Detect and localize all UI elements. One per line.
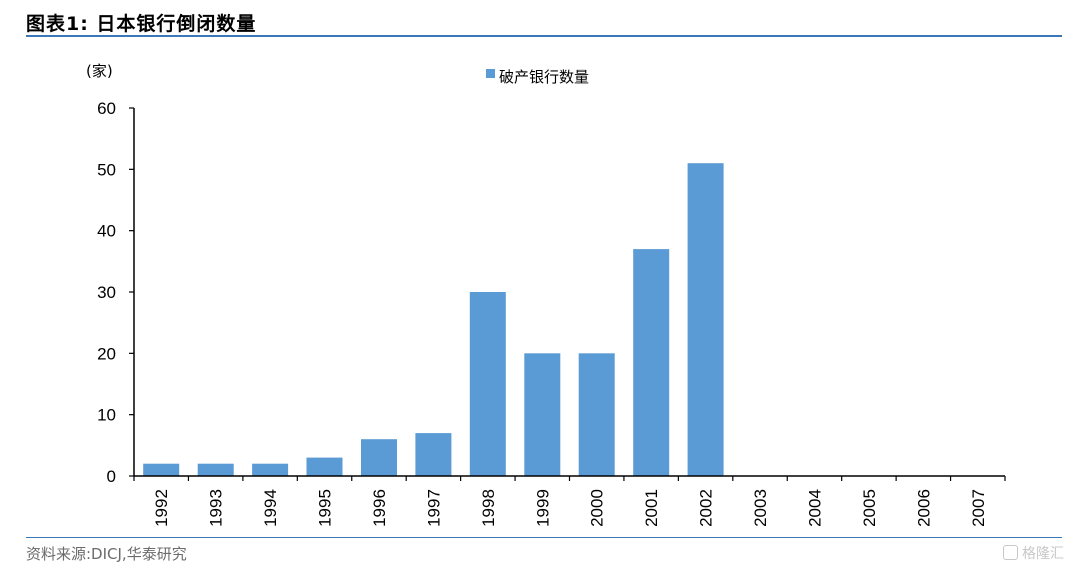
bar-1997 xyxy=(415,433,452,476)
x-tick-label: 1996 xyxy=(370,489,389,527)
x-tick-label: 1992 xyxy=(152,489,171,527)
bar-1996 xyxy=(361,439,397,476)
x-tick-label: 2003 xyxy=(751,489,770,527)
bottom-divider xyxy=(26,537,1062,538)
x-tick-label: 2005 xyxy=(860,489,879,527)
y-tick-label: 30 xyxy=(97,283,116,302)
x-tick-label: 2007 xyxy=(969,489,988,527)
x-tick-label: 2006 xyxy=(914,489,933,527)
figure-title: 图表1: 日本银行倒闭数量 xyxy=(26,13,257,35)
bar-1993 xyxy=(197,463,234,476)
y-tick-label: 10 xyxy=(97,406,116,425)
y-tick-label: 0 xyxy=(107,467,116,486)
source-note: 资料来源:DICJ,华泰研究 xyxy=(26,545,187,563)
y-tick-label: 50 xyxy=(97,160,116,179)
watermark: 格隆汇 xyxy=(1003,543,1064,563)
top-divider xyxy=(26,35,1062,37)
legend-swatch xyxy=(486,69,495,78)
y-tick-label: 60 xyxy=(97,99,116,118)
bar-1999 xyxy=(524,353,561,476)
x-tick-label: 2000 xyxy=(588,489,607,527)
bar-1995 xyxy=(306,457,343,476)
x-tick-label: 2002 xyxy=(697,489,716,527)
bar-2001 xyxy=(633,249,670,476)
bar-1998 xyxy=(469,292,506,476)
x-tick-label: 1994 xyxy=(261,489,280,527)
bar-2000 xyxy=(578,353,615,476)
legend-label: 破产银行数量 xyxy=(499,68,589,86)
y-unit-label: (家) xyxy=(86,62,113,80)
x-tick-label: 2004 xyxy=(806,489,825,527)
y-tick-label: 40 xyxy=(97,222,116,241)
legend: 破产银行数量 xyxy=(486,68,589,86)
x-tick-label: 1993 xyxy=(207,489,226,527)
x-tick-label: 1999 xyxy=(533,489,552,527)
x-tick-label: 1997 xyxy=(424,489,443,527)
bar-1994 xyxy=(252,463,289,476)
x-tick-label: 1995 xyxy=(316,489,335,527)
bar-2002 xyxy=(687,163,724,476)
y-tick-label: 20 xyxy=(97,344,116,363)
x-tick-label: 2001 xyxy=(642,489,661,527)
bar-1992 xyxy=(143,463,180,476)
watermark-text: 格隆汇 xyxy=(1022,546,1064,562)
bar-chart: (家) 破产银行数量 0 10 20 30 40 50 60 1992 1993 1994 199… xyxy=(86,62,1006,527)
watermark-logo-icon xyxy=(1003,545,1018,560)
x-tick-label: 1998 xyxy=(479,489,498,527)
